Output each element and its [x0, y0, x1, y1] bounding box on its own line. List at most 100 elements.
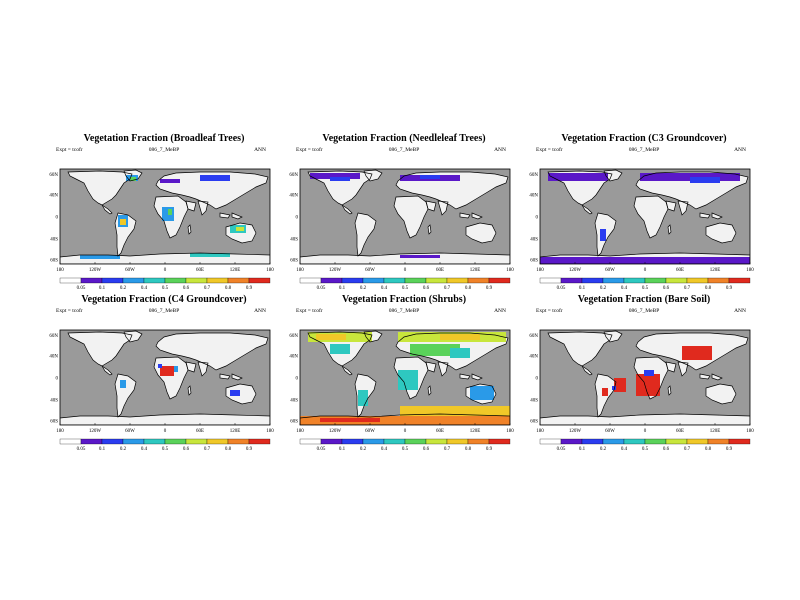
- colorbar-swatch: [320, 277, 343, 284]
- vegetation-overlay: [540, 173, 750, 264]
- colorbar-swatch: [623, 438, 646, 445]
- season-label: ANN: [254, 308, 266, 314]
- lat-tick-label: 40S: [290, 237, 298, 242]
- lon-tick-label: 180: [536, 268, 544, 273]
- colorbar-swatch: [467, 438, 490, 445]
- colorbar-swatch: [488, 277, 511, 284]
- colorbar-swatch: [206, 277, 229, 284]
- panel-title: Vegetation Fraction (Bare Soil): [578, 294, 710, 305]
- lon-tick-labels: 180 120W 60W 0 60E 120E 180: [296, 423, 514, 434]
- expt-label: Expt = tcofr: [536, 146, 563, 153]
- colorbar-swatch: [320, 438, 343, 445]
- case-label: 086_7_MeBP: [389, 147, 420, 153]
- colorbar-label: 0.1: [339, 447, 346, 452]
- panel-c3-groundcover: Vegetation Fraction (C3 Groundcover) Exp…: [529, 133, 754, 291]
- lon-tick-label: 60E: [196, 429, 204, 434]
- colorbar-swatch: [425, 277, 448, 284]
- lon-tick-label: 60E: [436, 268, 444, 273]
- lon-tick-label: 60E: [436, 429, 444, 434]
- lon-tick-label: 60W: [125, 268, 135, 273]
- map-frame: 60N 40N 0 40S 60S 180 120W 60W 0 60E 120E 180: [49, 168, 274, 273]
- colorbar-label: 0.05: [557, 286, 566, 291]
- colorbar-label: 0.2: [600, 286, 607, 291]
- lat-tick-label: 0: [536, 216, 539, 221]
- case-label: 086_7_MeBP: [629, 308, 660, 314]
- map-frame: 60N 40N 0 40S 60S 180 120W 60W 0 60E 120E 180: [49, 329, 274, 434]
- colorbar-label: 0.6: [423, 447, 430, 452]
- colorbar-swatch: [404, 438, 427, 445]
- map-frame: 60N 40N 0 40S 60S 180 120W 60W 0 60E 120E 180: [289, 329, 514, 434]
- lon-tick-label: 120W: [569, 268, 582, 273]
- panel-broadleaf-trees: Vegetation Fraction (Broadleaf Trees) Ex…: [49, 133, 274, 291]
- map-frame: 60N 40N 0 40S 60S 180 120W 60W 0 60E 120E 180: [529, 329, 754, 434]
- colorbar-label: 0.4: [621, 447, 628, 452]
- colorbar-label: 0.8: [225, 286, 232, 291]
- lat-tick-label: 0: [536, 377, 539, 382]
- lat-tick-label: 60S: [530, 258, 538, 263]
- panel-bare-soil: Vegetation Fraction (Bare Soil) Expt = t…: [529, 294, 754, 452]
- vegetation-overlay: [120, 364, 240, 396]
- panel-title: Vegetation Fraction (Needleleaf Trees): [322, 133, 485, 144]
- colorbar-swatch: [80, 277, 103, 284]
- lon-tick-label: 120E: [710, 268, 721, 273]
- colorbar-swatch: [383, 277, 406, 284]
- lat-tick-label: 60S: [530, 419, 538, 424]
- colorbar-swatch: [143, 277, 166, 284]
- expt-label: Expt = tcofr: [536, 307, 563, 314]
- lon-tick-label: 60W: [125, 429, 135, 434]
- colorbar-label: 0.7: [204, 447, 211, 452]
- vegetation-overlay: [80, 175, 246, 259]
- colorbar-label: 0.05: [77, 447, 86, 452]
- colorbar-swatch: [362, 277, 385, 284]
- panel-title: Vegetation Fraction (C4 Groundcover): [81, 294, 246, 305]
- lon-tick-label: 60E: [676, 268, 684, 273]
- colorbar-swatch: [686, 438, 709, 445]
- colorbar-swatch: [164, 438, 187, 445]
- lon-tick-label: 120W: [329, 268, 342, 273]
- colorbar-label: 0.05: [77, 286, 86, 291]
- expt-label: Expt = tcofr: [296, 307, 323, 314]
- lat-tick-labels: 60N 40N 0 40S 60S: [529, 173, 538, 264]
- lat-tick-label: 40N: [529, 194, 538, 199]
- lon-tick-label: 180: [746, 429, 754, 434]
- colorbar-label: 0.1: [99, 286, 106, 291]
- colorbar-swatch: [101, 438, 124, 445]
- colorbar-swatch: [488, 438, 511, 445]
- lon-tick-label: 120E: [230, 429, 241, 434]
- colorbar-swatch: [602, 438, 625, 445]
- colorbar-swatch: [539, 438, 562, 445]
- lon-tick-label: 60E: [676, 429, 684, 434]
- lat-tick-label: 40N: [49, 355, 58, 360]
- colorbar-swatch: [59, 438, 82, 445]
- colorbar-label: 0.6: [663, 286, 670, 291]
- lon-tick-label: 180: [266, 268, 274, 273]
- lon-tick-label: 120E: [230, 268, 241, 273]
- colorbar-label: 0.9: [726, 286, 733, 291]
- lat-tick-labels: 60N 40N 0 40S 60S: [529, 334, 538, 425]
- colorbar-label: 0.2: [120, 286, 127, 291]
- lon-tick-label: 0: [644, 429, 647, 434]
- lat-tick-label: 40S: [530, 237, 538, 242]
- colorbar-label: 0.8: [705, 286, 712, 291]
- colorbar-swatch: [227, 277, 250, 284]
- colorbar-label: 0.6: [183, 447, 190, 452]
- colorbar-swatch: [644, 277, 667, 284]
- lat-tick-label: 40S: [50, 237, 58, 242]
- colorbar-swatch: [560, 438, 583, 445]
- colorbar-swatch: [185, 277, 208, 284]
- panel-title: Vegetation Fraction (Broadleaf Trees): [84, 133, 245, 144]
- lon-tick-label: 180: [56, 268, 64, 273]
- season-label: ANN: [734, 147, 746, 153]
- colorbar-swatch: [707, 277, 730, 284]
- colorbar-label: 0.5: [642, 447, 649, 452]
- lon-tick-label: 60W: [365, 268, 375, 273]
- lon-tick-label: 120E: [470, 429, 481, 434]
- lon-tick-labels: 180 120W 60W 0 60E 120E 180: [56, 262, 274, 273]
- colorbar: 0.05 0.1 0.2 0.4 0.5 0.6 0.7 0.8 0.9: [59, 277, 271, 291]
- lon-tick-label: 180: [296, 268, 304, 273]
- lon-tick-label: 180: [296, 429, 304, 434]
- lon-tick-label: 180: [506, 268, 514, 273]
- colorbar-label: 0.5: [402, 286, 409, 291]
- lon-tick-labels: 180 120W 60W 0 60E 120E 180: [536, 262, 754, 273]
